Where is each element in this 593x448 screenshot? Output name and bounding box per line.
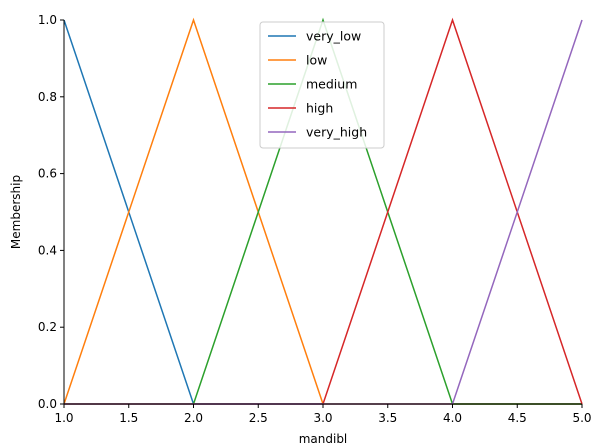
legend-box: [259, 21, 385, 149]
legend-label: medium: [306, 77, 357, 92]
y-tick-label: 1.0: [38, 13, 57, 27]
y-tick-label: 0.4: [38, 243, 57, 257]
legend-label: low: [306, 53, 327, 68]
x-tick-label: 3.5: [378, 411, 397, 425]
x-tick-label: 3.0: [313, 411, 332, 425]
x-tick-label: 2.5: [249, 411, 268, 425]
x-axis-label: mandibl: [299, 432, 348, 446]
y-tick-label: 0.6: [38, 167, 57, 181]
x-tick-label: 4.0: [443, 411, 462, 425]
legend-label: very_low: [306, 29, 361, 44]
x-tick-label: 1.0: [54, 411, 73, 425]
y-tick-label: 0.8: [38, 90, 57, 104]
y-tick-label: 0.0: [38, 397, 57, 411]
x-tick-label: 5.0: [572, 411, 591, 425]
y-tick-label: 0.2: [38, 320, 57, 334]
legend-label: high: [306, 101, 333, 116]
y-axis-label: Membership: [9, 175, 23, 249]
ticks-layer: 1.0 1.5 2.0 2.5 3.0 3.5 4.0 4.5 5.0 0.0 0.2 0.4 0.6 0…: [38, 13, 592, 425]
x-tick-label: 2.0: [184, 411, 203, 425]
x-tick-label: 1.5: [119, 411, 138, 425]
legend-label: very_high: [306, 125, 367, 140]
x-tick-label: 4.5: [508, 411, 527, 425]
